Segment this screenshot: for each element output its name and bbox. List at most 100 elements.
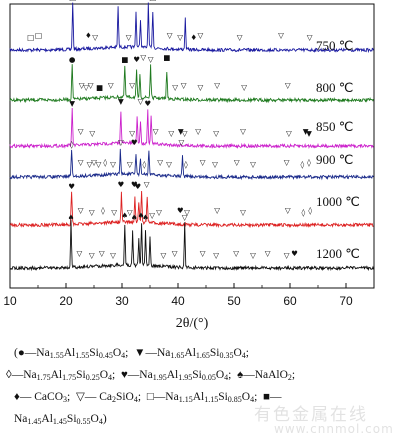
legend-sub: 0.55 bbox=[76, 417, 91, 426]
legend-symbol-open-square: □ bbox=[146, 391, 154, 403]
legend-sub: 1.95 bbox=[178, 373, 193, 382]
phase-marker: □ bbox=[149, 0, 156, 2]
phase-marker: ◊ bbox=[300, 160, 304, 169]
xrd-trace bbox=[9, 107, 374, 149]
phase-marker: ◊ bbox=[302, 208, 306, 217]
phase-marker: ▽ bbox=[79, 81, 85, 90]
phase-marker: ▽ bbox=[89, 129, 95, 138]
legend-text: —NaAlO bbox=[243, 369, 288, 381]
legend-text: Na bbox=[14, 413, 28, 425]
legend-text: ; bbox=[228, 369, 232, 381]
legend-text: Al bbox=[166, 369, 179, 381]
phase-markers: □□□♦▽♦▽▽□▽▽▽♦▽▽▽▽●▽▽▽■▽■▽♥▽▽■▽▽▽▽▽▽▼▽▽▼▽… bbox=[27, 0, 313, 260]
legend-text: Si bbox=[218, 391, 228, 403]
phase-marker: ▽ bbox=[237, 33, 243, 42]
phase-marker: ▼ bbox=[178, 127, 184, 136]
phase-marker: ▼ bbox=[306, 129, 312, 138]
legend-sub: 4 bbox=[224, 373, 229, 382]
phase-marker: ♠ bbox=[142, 213, 149, 222]
phase-marker: ▽ bbox=[278, 31, 284, 40]
phase-marker: ▽ bbox=[96, 160, 102, 169]
phase-marker: ♥ bbox=[291, 249, 298, 258]
phase-marker: ▽ bbox=[108, 81, 114, 90]
legend-sub: 3 bbox=[63, 395, 67, 404]
legend-line-3: ♦— CaCO3; ▽— Ca2SiO4; □—Na1.15Al1.15Si0.… bbox=[14, 386, 282, 408]
phase-marker: ▽ bbox=[198, 31, 204, 40]
x-axis-title: 2θ/(°) bbox=[176, 316, 209, 331]
phase-marker: ▽ bbox=[77, 249, 83, 258]
phase-marker: ▽ bbox=[285, 81, 291, 90]
phase-marker: ▼ bbox=[69, 99, 75, 108]
legend-text: O bbox=[112, 347, 122, 359]
xrd-trace bbox=[9, 148, 374, 181]
phase-marker: ▽ bbox=[307, 33, 313, 42]
phase-marker: ▼ bbox=[303, 127, 309, 136]
legend-text: Si bbox=[89, 347, 99, 359]
phase-marker: ◊ bbox=[101, 206, 105, 215]
xrd-trace bbox=[9, 219, 374, 272]
legend-text: O bbox=[99, 369, 109, 381]
phase-marker: ◊ bbox=[308, 206, 312, 215]
legend-symbol-filled-circle: ● bbox=[17, 347, 25, 359]
xrd-trace bbox=[9, 190, 374, 229]
legend-text: —Na bbox=[153, 391, 179, 403]
x-tick-label: 60 bbox=[283, 294, 297, 308]
phase-marker: ♦ bbox=[190, 33, 197, 42]
legend-paren-open: ( bbox=[14, 347, 18, 359]
legend-text: Al bbox=[184, 347, 196, 359]
phase-marker: ▽ bbox=[118, 138, 124, 147]
legend-text: ; bbox=[112, 369, 116, 381]
phase-marker: ▽ bbox=[78, 158, 84, 167]
phase-marker: ▽ bbox=[212, 160, 218, 169]
legend-text: — bbox=[270, 391, 282, 403]
legend-text: Al bbox=[41, 413, 53, 425]
phase-marker: ◊ bbox=[184, 160, 188, 169]
x-tick-label: 70 bbox=[339, 294, 353, 308]
phase-marker: ▽ bbox=[138, 97, 144, 106]
legend-symbol-diamond-outline: ◊ bbox=[6, 369, 12, 381]
legend-text: SiO bbox=[115, 391, 134, 403]
phase-marker: ■ bbox=[121, 55, 128, 64]
legend-text: Si bbox=[209, 347, 220, 359]
temperature-label: 750 ℃ bbox=[316, 38, 353, 53]
temperature-label: 850 ℃ bbox=[316, 119, 353, 134]
legend-text: O bbox=[241, 391, 251, 403]
legend-sub: 1.45 bbox=[52, 417, 67, 426]
legend-sub: 0.85 bbox=[227, 395, 242, 404]
legend-symbol-filled-down-triangle: ▼ bbox=[134, 347, 146, 359]
phase-marker: ▽ bbox=[144, 180, 150, 189]
phase-marker: ▽ bbox=[200, 249, 206, 258]
legend-sub: 1.15 bbox=[178, 395, 193, 404]
legend-text: ; bbox=[245, 347, 249, 359]
phase-marker: ■ bbox=[96, 83, 103, 92]
legend-text: Si bbox=[66, 413, 77, 425]
phase-marker: ▽ bbox=[198, 83, 204, 92]
temperature-label: 900 ℃ bbox=[316, 152, 353, 167]
temperature-label: 1200 ℃ bbox=[316, 246, 360, 261]
phase-marker: ■ bbox=[163, 53, 170, 62]
xrd-chart: □□□♦▽♦▽▽□▽▽▽♦▽▽▽▽●▽▽▽■▽■▽♥▽▽■▽▽▽▽▽▽▼▽▽▼▽… bbox=[3, 0, 375, 331]
phase-marker: ▽ bbox=[241, 83, 247, 92]
phase-marker: ▽ bbox=[214, 81, 220, 90]
phase-marker: □ bbox=[35, 31, 42, 40]
legend-text: —Na bbox=[24, 347, 50, 359]
legend-line-2: ◊—Na1.75Al1.75Si0.25O4; ♥—Na1.95Al1.95Si… bbox=[6, 364, 295, 386]
legend-symbol-open-triangle: ▽ bbox=[75, 391, 85, 403]
xrd-trace bbox=[9, 2, 374, 54]
legend-sub: 0.25 bbox=[85, 373, 100, 382]
phase-marker: ▽ bbox=[127, 160, 133, 169]
legend-sub: 4 bbox=[108, 373, 113, 382]
phase-marker: ▽ bbox=[182, 213, 188, 222]
temperature-label: 1000 ℃ bbox=[316, 194, 360, 209]
phase-marker: ♥ bbox=[144, 99, 151, 108]
legend-text: — CaCO bbox=[19, 391, 63, 403]
phase-marker: ▽ bbox=[157, 158, 163, 167]
phase-marker: ▽ bbox=[284, 158, 290, 167]
phase-marker: ▽ bbox=[156, 208, 162, 217]
phase-marker: ▽ bbox=[89, 251, 95, 260]
legend-sub: 4 bbox=[133, 395, 138, 404]
legend-text: O bbox=[233, 347, 242, 359]
phase-marker: □ bbox=[69, 0, 76, 2]
phase-marker: ▽ bbox=[213, 129, 219, 138]
legend-sub: 1.55 bbox=[49, 351, 64, 360]
